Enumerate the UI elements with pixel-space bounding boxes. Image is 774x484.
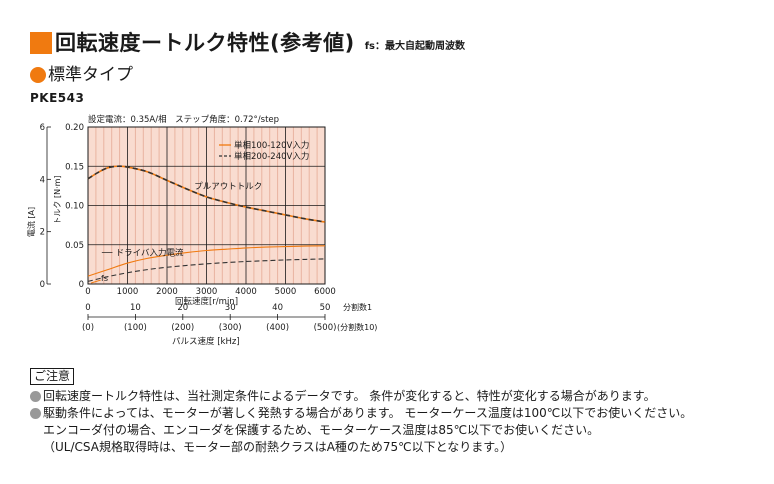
torque-tick-label: 0.15 — [65, 162, 84, 172]
series-line-torque — [87, 165, 326, 223]
current-tick-label: 4 — [40, 175, 45, 185]
legend-label: 単相200-240V入力 — [234, 151, 309, 162]
bullet-icon — [30, 391, 41, 402]
annotation-current: ドライバ入力電流 — [116, 248, 184, 259]
model-name: PKE543 — [30, 91, 85, 105]
annotation-pullout: プルアウトトルク — [194, 182, 262, 192]
title-note: fs：最大自起動周波数 — [364, 41, 466, 52]
subtitle: 標準タイプ — [30, 66, 133, 84]
series-line-current — [87, 258, 326, 282]
pulse-axis-label: パルス速度 [kHz] — [172, 336, 240, 347]
title-text: 回転速度ートルク特性(参考値) — [55, 31, 355, 55]
note-text: 駆動条件によっては、モーターが著しく発熱する場合があります。 モーターケース温度… — [43, 406, 693, 420]
note-text: エンコーダ付の場合、エンコーダを保護するため、モーターケース温度は85℃以下でお… — [43, 423, 600, 437]
pulse-tick-label: 0 — [85, 303, 90, 313]
x-axis-label: 回転速度[r/min] — [175, 296, 238, 307]
subtitle-text: 標準タイプ — [48, 65, 133, 85]
page-title: 回転速度ートルク特性(参考値) fs：最大自起動周波数 — [30, 30, 465, 54]
legend-label: 単相100-120V入力 — [234, 140, 309, 151]
torque-tick-label: 0 — [79, 280, 84, 290]
x-tick-label: 4000 — [235, 287, 257, 297]
pulse-tick-label: 40 — [272, 303, 283, 313]
notes-heading: ご注意 — [30, 368, 75, 385]
current-tick-label: 6 — [40, 123, 45, 133]
annotation-fs: fs — [101, 274, 108, 283]
current-tick-label: 2 — [40, 228, 45, 238]
pulse-tick-label: 30 — [225, 303, 236, 313]
notes: 回転速度ートルク特性は、当社測定条件によるデータです。 条件が変化すると、特性が… — [30, 388, 692, 456]
x-tick-label: 1000 — [117, 287, 139, 297]
torque-tick-label: 0.20 — [65, 123, 84, 133]
note-line: 駆動条件によっては、モーターが著しく発熱する場合があります。 モーターケース温度… — [30, 405, 692, 422]
pulse-tick-label-alt: (400) — [266, 323, 289, 333]
pulse-side-label: (分割数10) — [337, 322, 377, 332]
torque-tick-label: 0.10 — [65, 202, 84, 212]
condition-label: 設定電流：0.35A/相 ステップ角度：0.72°/step — [88, 114, 279, 125]
current-tick-label: 0 — [40, 280, 45, 290]
note-line: （UL/CSA規格取得時は、モーター部の耐熱クラスはA種のため75℃以下となりま… — [43, 439, 692, 456]
x-tick-label: 5000 — [275, 287, 297, 297]
plot-frame — [87, 126, 326, 285]
current-axis-label: 電流 [A] — [26, 207, 36, 237]
note-text: （UL/CSA規格取得時は、モーター部の耐熱クラスはA種のため75℃以下となりま… — [43, 440, 513, 454]
torque-axis-label: トルク [N·m] — [53, 175, 62, 224]
bullet-icon — [30, 408, 41, 419]
pulse-tick-label: 50 — [320, 303, 331, 313]
torque-tick-label: 0.05 — [65, 241, 84, 251]
x-tick-label: 3000 — [196, 287, 218, 297]
pulse-side-label: 分割数1 — [343, 302, 372, 312]
x-tick-label: 6000 — [314, 287, 336, 297]
fs-marker — [91, 279, 101, 284]
x-tick-label: 0 — [85, 287, 90, 297]
pulse-tick-label: 10 — [130, 303, 141, 313]
pulse-tick-label: 20 — [177, 303, 188, 313]
pulse-tick-label-alt: (100) — [124, 323, 147, 333]
pulse-tick-label-alt: (200) — [171, 323, 194, 333]
note-line: 回転速度ートルク特性は、当社測定条件によるデータです。 条件が変化すると、特性が… — [30, 388, 692, 405]
note-line: エンコーダ付の場合、エンコーダを保護するため、モーターケース温度は85℃以下でお… — [43, 422, 692, 439]
pulse-tick-label-alt: (500) — [314, 323, 337, 333]
title-square-icon — [30, 32, 52, 54]
series-line-current — [87, 245, 326, 277]
pulse-tick-label-alt: (300) — [219, 323, 242, 333]
bullet-dot-icon — [30, 67, 46, 83]
note-text: 回転速度ートルク特性は、当社測定条件によるデータです。 条件が変化すると、特性が… — [43, 389, 656, 403]
x-tick-label: 2000 — [156, 287, 178, 297]
pulse-tick-label-alt: (0) — [82, 323, 94, 333]
